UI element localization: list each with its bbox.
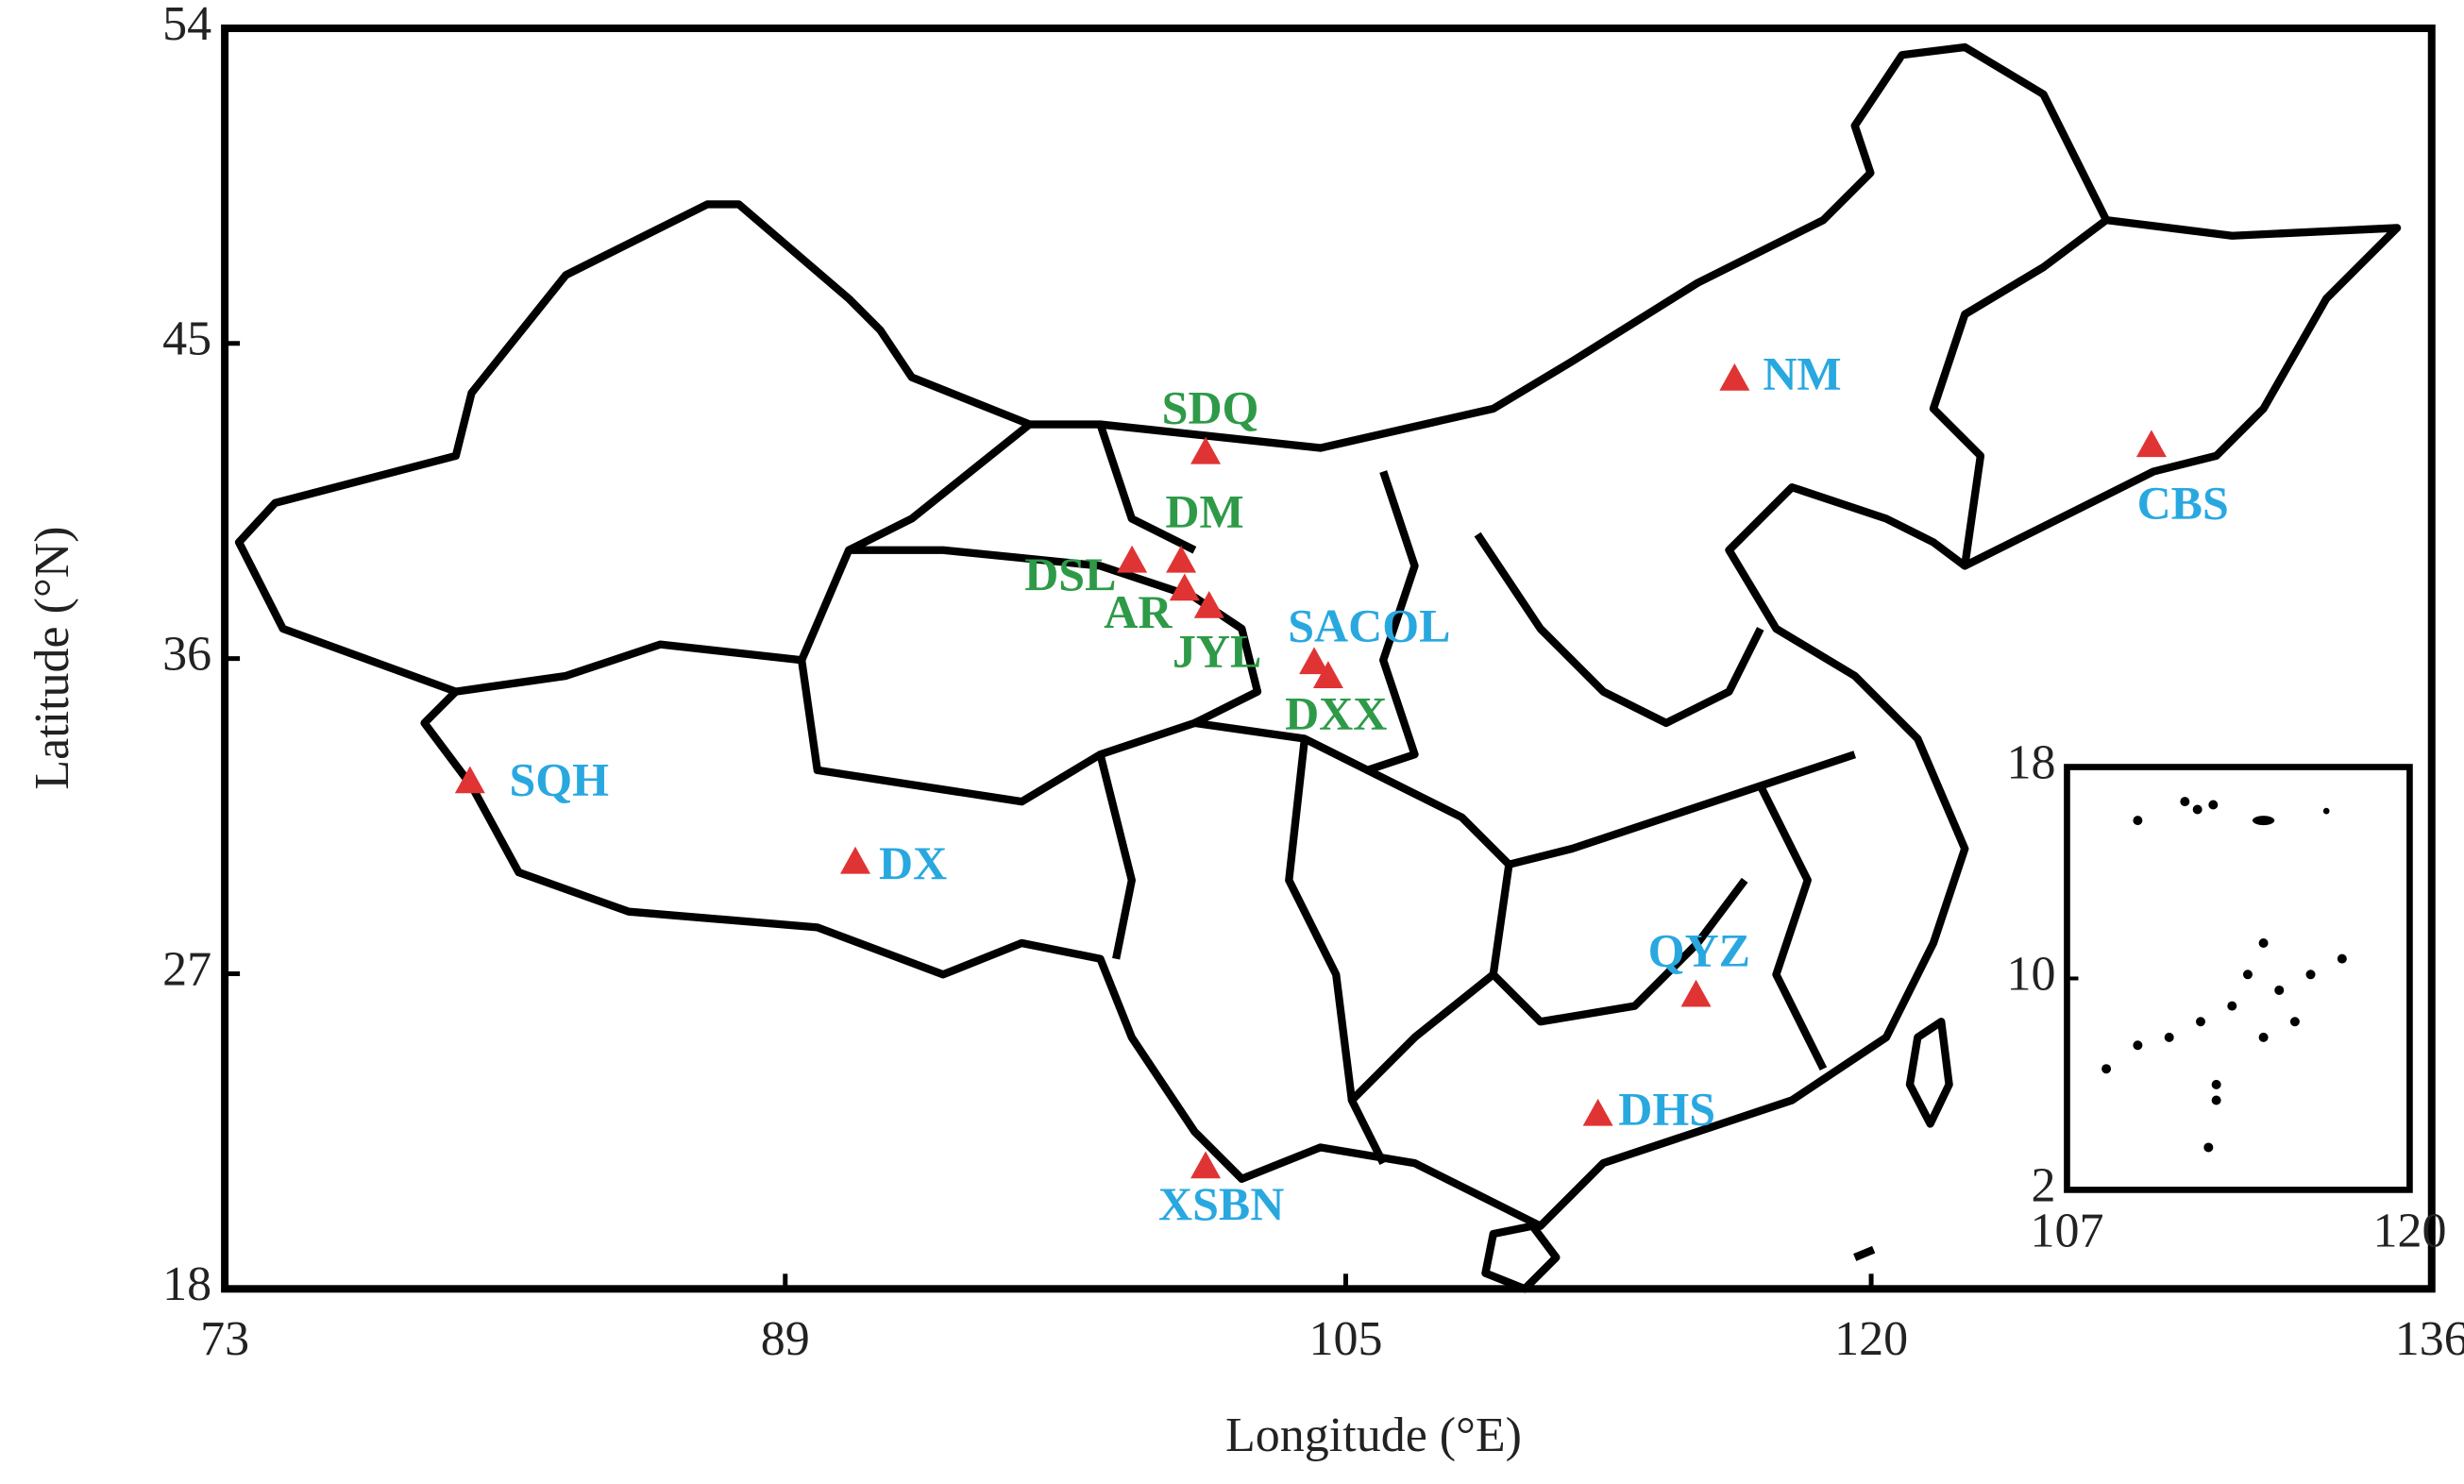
- station-label: QYZ: [1648, 924, 1750, 977]
- station-marker: [1680, 979, 1712, 1007]
- station-label: SACOL: [1288, 599, 1450, 652]
- station-marker: [454, 766, 485, 794]
- inset-y-tick-label: 18: [2006, 735, 2055, 789]
- station-marker: [1190, 436, 1222, 464]
- y-tick-label: 36: [162, 628, 211, 682]
- station-label: DM: [1165, 485, 1243, 538]
- station-marker: [1582, 1098, 1613, 1126]
- station-label: AR: [1104, 585, 1173, 638]
- station-label: SDQ: [1162, 381, 1259, 434]
- x-tick-label: 73: [200, 1312, 249, 1366]
- inset-y-tick-label: 10: [2006, 947, 2055, 1001]
- station-marker: [1117, 545, 1148, 573]
- x-tick-label: 105: [1308, 1312, 1382, 1366]
- y-axis-title: Latitude (°N): [25, 526, 79, 789]
- inset-x-tick-label: 107: [2030, 1204, 2103, 1257]
- inset-y-tick-label: 2: [2031, 1158, 2055, 1212]
- station-marker: [1193, 590, 1224, 618]
- station-label: DHS: [1618, 1082, 1715, 1135]
- station-label: JYL: [1173, 625, 1261, 678]
- china-outline: [234, 42, 2402, 1293]
- station-label: SQH: [509, 752, 609, 805]
- station-label: DX: [879, 836, 947, 889]
- inset-map: [2064, 764, 2413, 1193]
- x-tick-label: 136: [2395, 1312, 2464, 1366]
- inset-x-tick-label: 120: [2372, 1204, 2446, 1257]
- x-tick-label: 89: [761, 1312, 810, 1366]
- station-label: XSBN: [1158, 1177, 1284, 1230]
- station-label: CBS: [2137, 476, 2229, 529]
- station-marker: [1312, 661, 1343, 688]
- station-marker: [1166, 545, 1197, 573]
- station-marker: [1190, 1151, 1222, 1179]
- station-marker: [2135, 430, 2167, 458]
- y-tick-label: 27: [162, 942, 211, 996]
- y-tick-label: 45: [162, 312, 211, 366]
- station-marker: [1299, 647, 1330, 675]
- station-label: DSL: [1024, 548, 1116, 600]
- inset-frame: [2064, 764, 2413, 1193]
- station-marker: [839, 846, 870, 874]
- station-label: NM: [1763, 346, 1841, 399]
- x-axis-title: Longitude (°E): [1225, 1408, 1522, 1462]
- station-marker: [1719, 363, 1750, 391]
- y-tick-label: 54: [162, 0, 211, 51]
- y-tick-label: 18: [162, 1257, 211, 1311]
- x-tick-label: 120: [1834, 1312, 1908, 1366]
- station-marker: [1169, 573, 1200, 601]
- station-label: DXX: [1285, 687, 1387, 740]
- inset-islands: [2101, 797, 2347, 1153]
